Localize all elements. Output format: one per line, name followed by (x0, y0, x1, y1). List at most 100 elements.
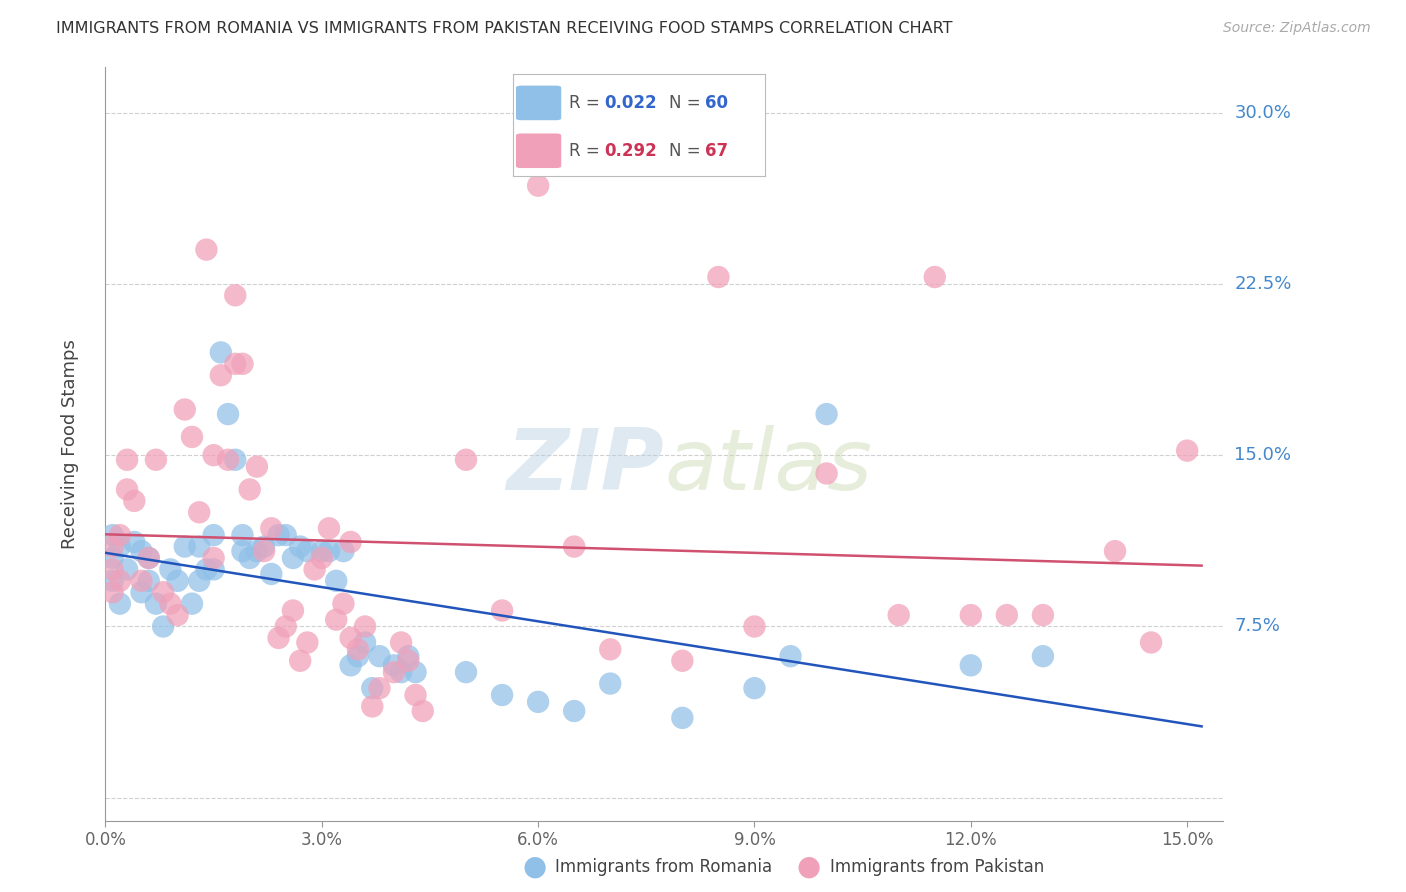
Point (231, 357, 253, 371)
Point (361, 681, 384, 695)
Text: ●: ● (796, 853, 821, 881)
Point (274, 528, 297, 542)
Point (173, 402, 195, 417)
Point (108, 540, 131, 554)
Point (311, 544, 333, 558)
Point (396, 649, 419, 664)
Point (159, 562, 181, 576)
Point (217, 452, 239, 467)
Point (959, 658, 981, 673)
Point (267, 528, 290, 542)
Point (224, 452, 246, 467)
Point (239, 551, 262, 566)
Point (396, 654, 419, 668)
Point (389, 635, 412, 649)
Point (246, 459, 269, 474)
Point (562, 540, 585, 554)
Point (297, 635, 319, 649)
Point (779, 649, 801, 664)
Point (405, 688, 427, 702)
Point (202, 562, 225, 576)
Point (1032, 608, 1054, 623)
Point (281, 551, 304, 566)
Point (1104, 544, 1126, 558)
Point (354, 635, 377, 649)
Point (339, 658, 361, 673)
Point (744, 619, 766, 633)
Point (188, 540, 211, 554)
Point (288, 540, 311, 554)
Point (260, 566, 283, 581)
Point (145, 452, 167, 467)
Point (599, 642, 621, 657)
Point (1032, 649, 1054, 664)
Text: 7.5%: 7.5% (1234, 617, 1281, 635)
Point (138, 551, 160, 566)
Text: 30.0%: 30.0% (1234, 103, 1291, 121)
Point (108, 597, 131, 611)
Point (108, 528, 131, 542)
Point (115, 483, 138, 497)
Point (131, 544, 153, 558)
Text: 15.0%: 15.0% (1234, 446, 1291, 464)
Point (671, 711, 693, 725)
Point (924, 270, 946, 285)
Point (101, 540, 124, 554)
Point (405, 665, 427, 680)
Point (454, 665, 477, 680)
Point (195, 243, 218, 257)
Text: atlas: atlas (665, 425, 872, 508)
Point (166, 574, 188, 588)
Point (195, 562, 218, 576)
Text: ●: ● (522, 853, 547, 881)
Point (173, 540, 195, 554)
Point (115, 562, 138, 576)
Point (101, 574, 124, 588)
Point (281, 603, 304, 617)
Point (145, 597, 167, 611)
Point (491, 688, 513, 702)
Point (304, 562, 326, 576)
Text: Immigrants from Pakistan: Immigrants from Pakistan (830, 858, 1043, 876)
Point (1175, 443, 1198, 458)
Point (253, 540, 276, 554)
Point (131, 574, 153, 588)
Point (152, 619, 174, 633)
Text: 22.5%: 22.5% (1234, 275, 1292, 293)
Point (412, 704, 434, 718)
Point (231, 544, 253, 558)
Text: IMMIGRANTS FROM ROMANIA VS IMMIGRANTS FROM PAKISTAN RECEIVING FOOD STAMPS CORREL: IMMIGRANTS FROM ROMANIA VS IMMIGRANTS FR… (56, 21, 953, 36)
Point (311, 551, 333, 566)
Y-axis label: Receiving Food Stamps: Receiving Food Stamps (60, 339, 79, 549)
Point (339, 631, 361, 645)
Point (239, 483, 262, 497)
Point (260, 521, 283, 535)
Point (188, 574, 211, 588)
Point (274, 619, 297, 633)
Point (209, 368, 232, 383)
Point (354, 619, 377, 633)
Text: Immigrants from Romania: Immigrants from Romania (555, 858, 772, 876)
Point (527, 695, 550, 709)
Point (209, 345, 232, 359)
Point (152, 585, 174, 599)
Point (101, 585, 124, 599)
Point (267, 631, 290, 645)
Point (224, 288, 246, 302)
Point (108, 574, 131, 588)
Point (231, 528, 253, 542)
Point (671, 654, 693, 668)
Point (297, 544, 319, 558)
Point (454, 452, 477, 467)
Point (124, 494, 146, 508)
Point (815, 407, 838, 421)
Point (181, 430, 204, 444)
Point (562, 704, 585, 718)
Point (368, 681, 391, 695)
Point (101, 528, 124, 542)
Point (339, 535, 361, 549)
Point (124, 535, 146, 549)
Point (347, 642, 370, 657)
Point (202, 448, 225, 462)
Point (101, 551, 124, 566)
